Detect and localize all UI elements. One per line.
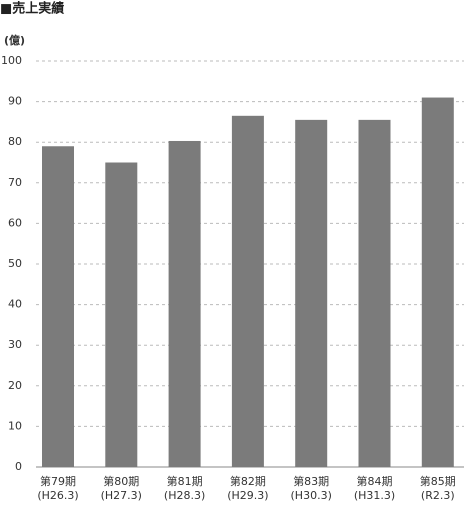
- bar: [42, 146, 74, 467]
- x-tick-label: (H28.3): [164, 489, 205, 502]
- x-tick-label: 第84期: [357, 474, 393, 488]
- x-tick-label: (H27.3): [101, 489, 142, 502]
- x-tick-label: (H31.3): [354, 489, 395, 502]
- y-tick-label: 40: [8, 298, 22, 311]
- y-tick-label: 100: [1, 54, 22, 67]
- y-tick-label: 30: [8, 338, 22, 351]
- bar: [105, 162, 138, 467]
- y-tick-label: 20: [8, 379, 22, 392]
- bar: [295, 119, 328, 468]
- x-tick-label: 第83期: [293, 474, 329, 488]
- y-tick-label: 80: [8, 135, 22, 148]
- x-tick-label: 第81期: [167, 474, 203, 488]
- x-tick-label: (H30.3): [291, 489, 332, 502]
- y-unit: (億): [4, 33, 25, 47]
- bar: [358, 119, 391, 468]
- y-tick-label: 50: [8, 257, 22, 270]
- x-tick-label: (R2.3): [421, 489, 455, 502]
- x-tick-label: 第79期: [40, 474, 76, 488]
- chart-title: ■売上実績: [0, 1, 64, 17]
- bar: [231, 115, 264, 467]
- bar: [168, 140, 201, 467]
- x-tick-label: (H26.3): [37, 489, 78, 502]
- x-tick-label: 第82期: [230, 474, 266, 488]
- x-tick-label: (H29.3): [227, 489, 268, 502]
- bar: [421, 97, 454, 467]
- x-tick-label: 第85期: [420, 474, 456, 488]
- y-tick-label: 0: [15, 460, 22, 473]
- y-tick-label: 70: [8, 176, 22, 189]
- y-tick-label: 90: [8, 95, 22, 108]
- y-tick-label: 60: [8, 216, 22, 229]
- x-tick-label: 第80期: [103, 474, 139, 488]
- y-tick-label: 10: [8, 419, 22, 432]
